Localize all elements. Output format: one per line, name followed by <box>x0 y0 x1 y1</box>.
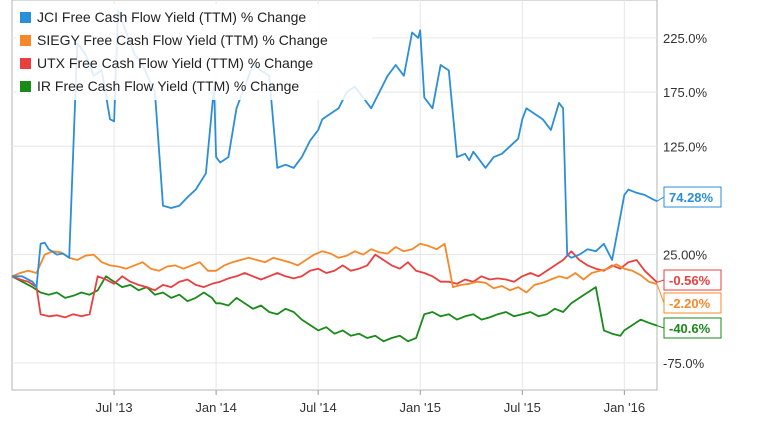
end-label-leader-2 <box>656 279 665 283</box>
x-tick-label-4: Jul '15 <box>504 400 541 415</box>
legend-swatch-3 <box>20 81 31 92</box>
legend-swatch-0 <box>20 12 31 23</box>
legend-entry-0: JCI Free Cash Flow Yield (TTM) % Change <box>37 9 306 25</box>
end-labels: 74.28% -0.56% -2.20% -40.6% <box>656 186 722 339</box>
end-label-3: -40.6% <box>669 321 711 336</box>
series-line-3 <box>11 275 658 343</box>
end-label-0: 74.28% <box>669 190 714 205</box>
y-tick-label-4: -75.0% <box>663 356 705 371</box>
legend: JCI Free Cash Flow Yield (TTM) % Change S… <box>16 4 372 100</box>
x-axis-ticks: Jul '13 Jan '14 Jul '14 Jan '15 Jul '15 Jan '… <box>95 390 645 415</box>
x-tick-label-1: Jan '14 <box>195 400 237 415</box>
legend-swatch-1 <box>20 35 31 46</box>
y-tick-label-1: 175.0% <box>663 85 708 100</box>
y-axis-ticks: 225.0% 175.0% 125.0% 25.00% -75.0% <box>663 31 708 371</box>
end-label-2: -0.56% <box>669 273 711 288</box>
end-label-leader-3 <box>656 325 665 329</box>
series-layer <box>11 9 658 343</box>
end-label-leader-1 <box>656 283 665 304</box>
x-tick-label-3: Jan '15 <box>399 400 441 415</box>
legend-entry-3: IR Free Cash Flow Yield (TTM) % Change <box>37 78 299 94</box>
end-label-leader-0 <box>656 196 665 202</box>
x-tick-label-0: Jul '13 <box>95 400 132 415</box>
end-label-box-3 <box>663 317 722 339</box>
series-line-1 <box>11 242 658 294</box>
x-tick-label-5: Jan '16 <box>604 400 646 415</box>
legend-swatch-2 <box>20 58 31 69</box>
x-tick-label-2: Jul '14 <box>300 400 337 415</box>
legend-entry-2: UTX Free Cash Flow Yield (TTM) % Change <box>37 55 313 71</box>
y-tick-label-2: 125.0% <box>663 139 708 154</box>
end-label-1: -2.20% <box>669 296 711 311</box>
end-label-box-1 <box>663 292 722 314</box>
series-line-2 <box>11 250 658 319</box>
legend-entry-1: SIEGY Free Cash Flow Yield (TTM) % Chang… <box>37 32 328 48</box>
end-label-box-2 <box>663 269 722 291</box>
y-tick-label-3: 25.00% <box>663 248 708 263</box>
legend-background <box>16 4 372 100</box>
end-label-box-0 <box>663 186 722 208</box>
y-tick-label-0: 225.0% <box>663 31 708 46</box>
